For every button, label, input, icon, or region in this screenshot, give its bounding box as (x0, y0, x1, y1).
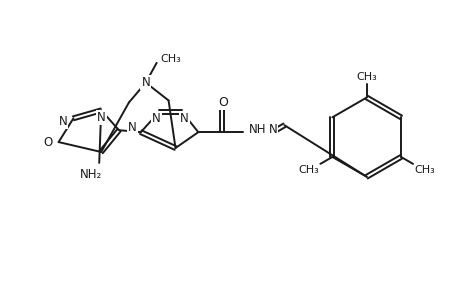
Text: N: N (59, 115, 67, 128)
Text: CH₃: CH₃ (297, 165, 318, 175)
Text: CH₃: CH₃ (414, 165, 435, 175)
Text: N: N (128, 121, 137, 134)
Text: N: N (268, 123, 277, 136)
Text: NH₂: NH₂ (80, 168, 102, 181)
Text: O: O (218, 96, 228, 109)
Text: N: N (179, 112, 188, 125)
Text: O: O (43, 136, 52, 148)
Text: CH₃: CH₃ (160, 54, 181, 64)
Text: CH₃: CH₃ (356, 72, 376, 82)
Text: N: N (152, 112, 161, 125)
Text: N: N (141, 76, 150, 89)
Text: N: N (96, 111, 106, 124)
Text: NH: NH (248, 123, 266, 136)
